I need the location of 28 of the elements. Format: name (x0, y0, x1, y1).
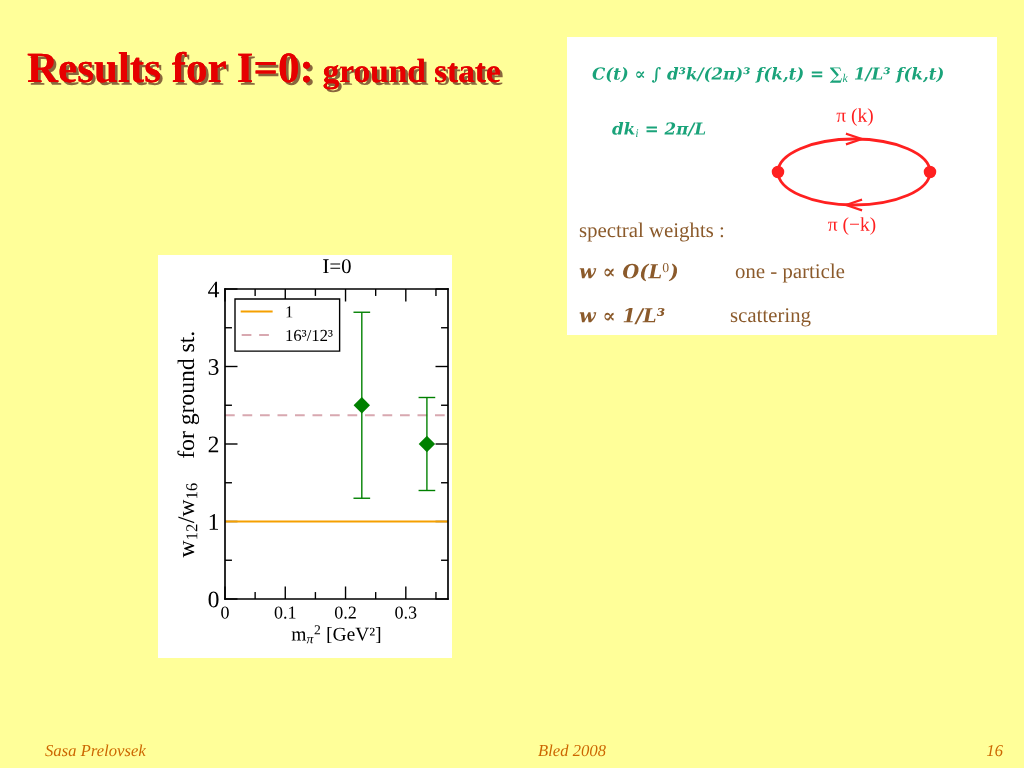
y-tick-label: 4 (208, 281, 220, 298)
text: scattering (730, 308, 811, 327)
text: w ∝ O(L$^{0}$) (579, 263, 678, 282)
x-tick-label: 0.2 (334, 606, 356, 619)
y-tick-label: 0 (208, 591, 219, 608)
text: w ∝ 1/L³ (579, 307, 665, 325)
text: Sasa Prelovsek (45, 744, 146, 757)
y-tick-label: 1 (209, 514, 219, 530)
chart-title: Results for I=0: (27, 51, 313, 86)
text: 16 (986, 744, 1003, 757)
x-axis-title: m$_{π}$$^{2}$ [GeV²] (291, 625, 381, 644)
legend-label: 16³/12³ (286, 329, 333, 342)
text: Bled 2008 (538, 744, 606, 757)
y-tick-label: 3 (208, 359, 219, 375)
text: one - particle (735, 263, 845, 283)
text: π (k) (836, 108, 873, 126)
text: spectral weights : (579, 222, 724, 242)
text: dk$_{i}$ = 2π/L (612, 121, 706, 137)
x-tick-label: 0.3 (395, 606, 417, 619)
x-tick-label: 0.1 (274, 606, 296, 619)
text: π (−k) (828, 217, 876, 235)
x-tick-label: 0 (221, 606, 229, 619)
y-tick-label: 2 (208, 436, 219, 453)
text: C(t) ∝ ∫ d³k/(2π)³ f(k,t) = ∑$_{k}$ 1/L³ f(k,t) (592, 66, 943, 83)
legend-label: 1 (286, 306, 293, 318)
text: I=0 (323, 259, 351, 274)
text: 16 (186, 483, 198, 498)
chart-subtitle: ground state (323, 58, 503, 93)
